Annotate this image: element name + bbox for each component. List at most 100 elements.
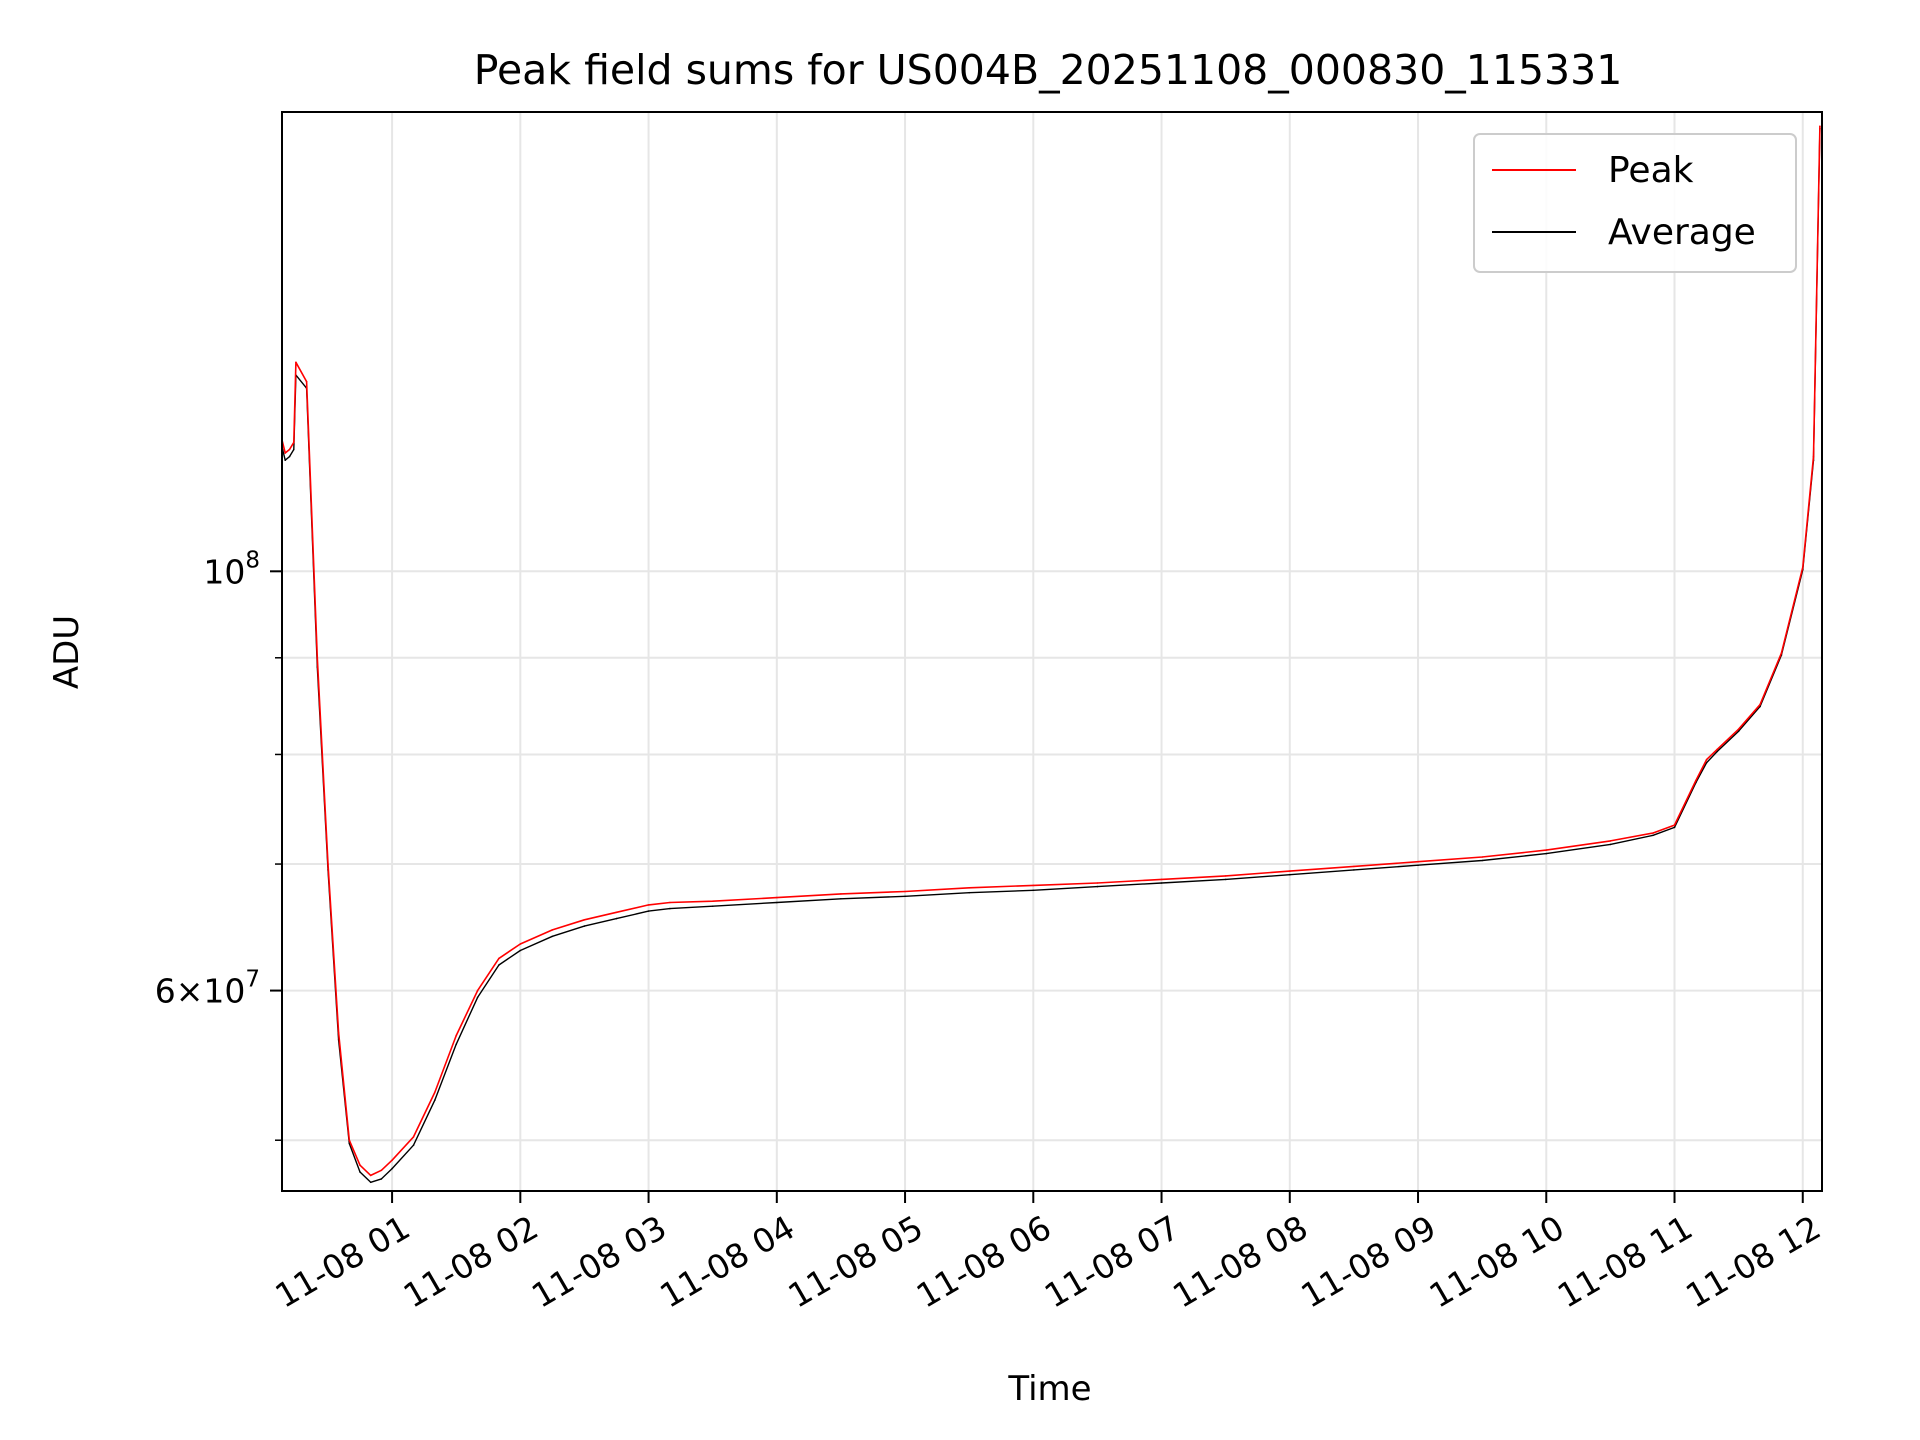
data-point-peak — [1652, 832, 1654, 834]
data-point-peak — [904, 890, 906, 893]
data-point-peak — [1695, 779, 1697, 782]
data-point-peak — [551, 929, 554, 931]
y-tick-prefix: 6× — [155, 972, 204, 1011]
data-point-peak — [1812, 455, 1815, 458]
data-point-average — [476, 996, 479, 999]
data-point-peak — [1353, 865, 1355, 868]
data-point-average — [669, 907, 671, 910]
data-point-peak — [337, 1031, 340, 1034]
data-point-peak — [316, 657, 319, 659]
data-point-average — [711, 905, 714, 907]
data-point-average — [615, 917, 618, 920]
data-point-peak — [434, 1091, 436, 1094]
data-point-average — [359, 1171, 361, 1173]
data-point-peak — [1032, 884, 1035, 887]
data-point-average — [412, 1144, 415, 1146]
data-point-peak — [476, 989, 479, 992]
data-point-average — [551, 935, 554, 938]
legend-box — [1473, 133, 1797, 273]
data-point-peak — [1705, 758, 1708, 761]
data-point-peak — [519, 943, 522, 945]
data-point-average — [1652, 834, 1654, 837]
data-point-peak — [1802, 566, 1804, 568]
data-point-average — [1224, 878, 1227, 881]
data-point-average — [776, 901, 778, 904]
data-point-average — [293, 448, 295, 451]
data-point-average — [1096, 885, 1099, 888]
legend-label-average: Average — [1608, 212, 1756, 253]
data-point-peak — [359, 1164, 361, 1166]
data-point-average — [1032, 889, 1035, 892]
data-point-average — [519, 949, 522, 952]
data-point-peak — [412, 1136, 415, 1138]
data-point-peak — [1160, 878, 1163, 881]
y-tick-exponent: 8 — [245, 547, 260, 573]
data-point-peak — [1545, 849, 1548, 851]
data-point-average — [1609, 843, 1612, 846]
data-point-average — [284, 459, 287, 462]
data-point-average — [647, 910, 650, 912]
data-point-peak — [615, 911, 618, 914]
data-point-average — [1481, 859, 1483, 862]
data-point-average — [1353, 869, 1355, 871]
legend-label-peak: Peak — [1608, 150, 1694, 191]
data-point-peak — [840, 893, 842, 895]
legend: Peak Average — [1473, 133, 1797, 273]
chart-title: Peak field sums for US004B_20251108_0008… — [474, 46, 1623, 94]
y-tick-base: 10 — [203, 552, 245, 591]
data-point-average — [498, 964, 500, 966]
grid — [282, 112, 1822, 1191]
data-point-average — [1289, 873, 1291, 876]
data-point-peak — [647, 904, 650, 906]
data-point-peak — [669, 901, 671, 904]
data-point-average — [1673, 826, 1676, 829]
data-point-average — [583, 925, 586, 927]
data-point-average — [369, 1181, 372, 1184]
y-axis-label: ADU — [47, 615, 87, 689]
data-point-peak — [1096, 882, 1099, 884]
data-point-peak — [1759, 703, 1761, 706]
data-point-peak — [1780, 652, 1783, 654]
data-point-average — [1160, 882, 1163, 884]
data-point-average — [904, 895, 906, 898]
data-point-peak — [968, 887, 970, 889]
data-point-average — [380, 1178, 383, 1180]
y-tick-exponent: 7 — [245, 967, 260, 993]
data-point-peak — [380, 1169, 383, 1172]
series-layer — [282, 125, 1821, 1184]
data-point-peak — [455, 1034, 458, 1037]
plot-frame — [281, 111, 1823, 1192]
data-point-peak — [1673, 824, 1676, 826]
data-point-average — [434, 1099, 436, 1101]
data-point-peak — [1609, 840, 1612, 842]
data-point-average — [288, 455, 291, 458]
data-point-peak — [288, 448, 291, 451]
data-point-peak — [1224, 875, 1227, 877]
data-point-peak — [1716, 748, 1719, 751]
y-tick-label: 108 — [203, 547, 260, 591]
data-point-average — [1716, 750, 1719, 753]
data-point-peak — [1819, 125, 1821, 127]
data-point-average — [455, 1043, 458, 1046]
y-tick-label: 6×107 — [155, 967, 260, 1011]
y-tick-base: 10 — [203, 972, 245, 1011]
data-point-average — [1737, 730, 1740, 732]
data-point-peak — [1417, 860, 1419, 863]
data-point-average — [391, 1167, 393, 1170]
data-point-peak — [305, 380, 308, 383]
data-point-peak — [1737, 728, 1740, 730]
data-point-peak — [1289, 870, 1291, 872]
data-point-peak — [711, 900, 714, 902]
data-point-peak — [327, 863, 329, 865]
data-point-peak — [776, 896, 778, 899]
data-point-average — [1705, 761, 1708, 764]
data-point-average — [1417, 864, 1419, 866]
data-point-peak — [284, 452, 287, 454]
data-point-peak — [498, 957, 500, 960]
data-point-peak — [583, 919, 586, 921]
data-point-peak — [1481, 856, 1483, 858]
data-point-average — [840, 898, 842, 900]
data-point-peak — [391, 1159, 393, 1161]
